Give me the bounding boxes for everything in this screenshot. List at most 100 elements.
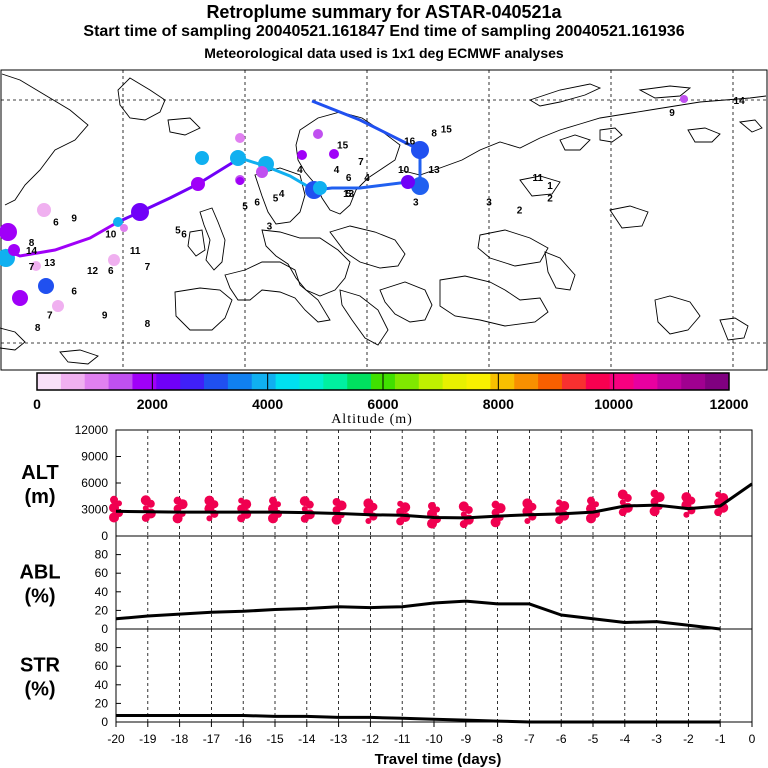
- altitude-scatter-point: [522, 498, 533, 509]
- map-number-label: 14: [26, 246, 38, 257]
- map-number-label: 5: [242, 201, 248, 212]
- colorbar-segment: [227, 373, 253, 390]
- colorbar-segment: [538, 373, 563, 390]
- map-number-label: 7: [145, 262, 151, 273]
- altitude-scatter-point: [587, 496, 595, 505]
- altitude-scatter-point: [365, 517, 372, 524]
- map-number-label: 9: [71, 214, 77, 225]
- map-number-label: 4: [364, 173, 370, 184]
- colorbar-segment: [466, 373, 491, 390]
- map-number-label: 5: [175, 226, 181, 237]
- trajectory-bubble: [235, 133, 245, 143]
- altitude-scatter-point: [204, 495, 215, 506]
- altitude-scatter-point: [490, 517, 501, 528]
- altitude-scatter-point: [172, 513, 183, 524]
- x-tick-label: -20: [107, 732, 125, 746]
- y-tick-label: 6000: [81, 476, 108, 490]
- colorbar-segment: [561, 373, 587, 390]
- x-tick-label: -8: [492, 732, 503, 746]
- colorbar-tick-label: 8000: [483, 396, 514, 412]
- map-number-label: 7: [358, 157, 364, 168]
- colorbar-tick-label: 4000: [252, 396, 283, 412]
- altitude-scatter-point: [116, 500, 122, 507]
- colorbar-segment: [180, 373, 205, 390]
- x-tick-label: -11: [394, 732, 411, 746]
- x-tick-label: -1: [715, 732, 726, 746]
- panel-ylabel: ABL: [19, 562, 60, 584]
- series-line-abl: [115, 599, 721, 631]
- altitude-scatter-point: [681, 492, 692, 503]
- colorbar-label: Altitude (m): [331, 412, 413, 427]
- x-tick-label: -18: [171, 732, 189, 746]
- map-number-label: 2: [517, 205, 523, 216]
- trajectory-bubble: [297, 150, 307, 160]
- chart-title: Retroplume summary for ASTAR-040521a: [206, 2, 562, 22]
- colorbar-segment: [84, 373, 109, 390]
- altitude-scatter-point: [619, 499, 626, 506]
- map-number-label: 10: [105, 230, 117, 241]
- altitude-scatter-point: [434, 506, 440, 513]
- x-tick-label: -10: [425, 732, 443, 746]
- altitude-scatter-point: [428, 501, 436, 510]
- colorbar-tick-label: 10000: [594, 396, 633, 412]
- map-number-label: 6: [181, 230, 187, 241]
- map-number-label: 6: [254, 197, 260, 208]
- x-tick-label: -12: [362, 732, 380, 746]
- altitude-scatter-point: [275, 501, 281, 508]
- altitude-scatter-point: [683, 511, 690, 518]
- colorbar-segment: [132, 373, 157, 390]
- x-tick-label: -2: [683, 732, 694, 746]
- colorbar-segment: [156, 373, 181, 390]
- colorbar-tick-label: 2000: [137, 396, 168, 412]
- colorbar-segment: [609, 373, 634, 390]
- x-tick-label: -17: [203, 732, 221, 746]
- map-number-label: 13: [44, 258, 56, 269]
- map-number-label: 11: [130, 246, 141, 257]
- colorbar-segment: [585, 373, 611, 390]
- colorbar-segment: [323, 373, 348, 390]
- panel-ylabel: (%): [24, 586, 55, 608]
- y-tick-label: 0: [101, 529, 108, 543]
- altitude-scatter-point: [140, 495, 151, 506]
- trajectory-bubble: [191, 177, 205, 191]
- altitude-scatter-point: [617, 489, 628, 500]
- altitude-scatter-point: [715, 491, 722, 498]
- map-number-label: 13: [429, 165, 441, 176]
- altitude-scatter-point: [110, 495, 118, 504]
- altitude-scatter-point: [397, 500, 404, 507]
- colorbar-tick-label: 12000: [710, 396, 749, 412]
- trajectory-bubble: [329, 149, 339, 159]
- colorbar-segment: [299, 373, 324, 390]
- trajectory-bubble: [113, 217, 123, 227]
- y-tick-label: 0: [101, 622, 108, 636]
- y-tick-label: 12000: [75, 423, 109, 437]
- trajectory-bubble: [12, 290, 28, 306]
- altitude-scatter-point: [556, 499, 563, 506]
- colorbar-segment: [418, 373, 444, 390]
- trajectory-bubble: [120, 224, 128, 232]
- map-number-label: 5: [273, 193, 279, 204]
- colorbar-segment: [657, 373, 682, 390]
- colorbar-segment: [394, 373, 420, 390]
- map-number-label: 6: [71, 286, 77, 297]
- colorbar-segment: [347, 373, 372, 390]
- altitude-scatter-point: [650, 489, 659, 498]
- map-number-label: 8: [431, 128, 437, 139]
- trajectory-bubble: [411, 141, 429, 159]
- x-tick-label: -15: [266, 732, 284, 746]
- altitude-scatter-point: [206, 515, 213, 522]
- x-tick-label: -13: [330, 732, 348, 746]
- map-number-label: 5: [346, 189, 352, 200]
- y-tick-label: 0: [101, 715, 108, 729]
- colorbar-segment: [514, 373, 539, 390]
- x-tick-label: -6: [556, 732, 567, 746]
- y-tick-label: 60: [95, 566, 109, 580]
- trajectory-bubble: [236, 177, 244, 185]
- colorbar-segment: [275, 373, 300, 390]
- trajectory-bubble: [230, 150, 246, 166]
- colorbar-segment: [251, 373, 277, 390]
- map-number-label: 2: [547, 193, 553, 204]
- trajectory-lines: [4, 99, 422, 258]
- map-grid: [1, 70, 767, 370]
